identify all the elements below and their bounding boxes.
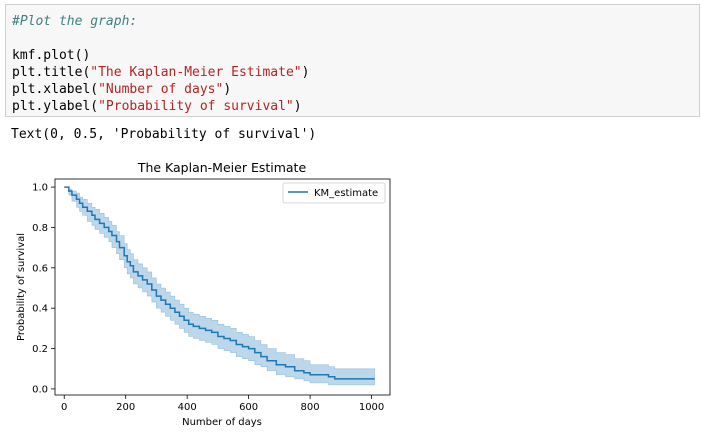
series-line-km-estimate — [64, 186, 375, 380]
y-tick-label: 0.8 — [32, 223, 48, 234]
plot-area — [64, 186, 375, 386]
y-tick-label: 0.0 — [32, 384, 48, 395]
code-cell[interactable]: #Plot the graph: kmf.plot() plt.title("T… — [5, 4, 700, 117]
y-tick-label: 0.6 — [32, 263, 48, 274]
x-tick-label: 600 — [239, 402, 258, 413]
legend-label: KM_estimate — [314, 188, 378, 199]
legend: KM_estimate — [282, 182, 386, 204]
axis-ticks: 0 200 400 600 800 1000 0.0 0.2 0.4 0.6 0.8 1.0 — [32, 183, 384, 413]
x-tick-label: 400 — [178, 402, 197, 413]
y-tick-label: 1.0 — [32, 183, 48, 194]
code-line-ylabel: plt.ylabel("Probability of survival") — [12, 99, 302, 114]
code-comment: #Plot the graph: — [12, 14, 138, 29]
x-tick-label: 800 — [301, 402, 320, 413]
confidence-band — [64, 186, 375, 386]
code-line-plot: kmf.plot() — [12, 48, 91, 63]
axes-frame — [54, 178, 391, 396]
y-tick-label: 0.4 — [32, 304, 48, 315]
legend-box — [282, 182, 386, 204]
x-tick-label: 200 — [116, 402, 135, 413]
x-tick-label: 0 — [61, 402, 67, 413]
cell-output-text: Text(0, 0.5, 'Probability of survival') — [11, 127, 317, 142]
x-tick-label: 1000 — [359, 402, 384, 413]
code-line-xlabel: plt.xlabel("Number of days") — [12, 82, 232, 97]
x-axis-label: Number of days — [182, 417, 262, 428]
code-line-title: plt.title("The Kaplan-Meier Estimate") — [12, 65, 310, 80]
y-axis-label: Probability of survival — [16, 233, 27, 341]
code-editor[interactable]: #Plot the graph: kmf.plot() plt.title("T… — [6, 5, 699, 115]
chart-title: The Kaplan-Meier Estimate — [137, 160, 307, 175]
y-tick-label: 0.2 — [32, 344, 48, 355]
